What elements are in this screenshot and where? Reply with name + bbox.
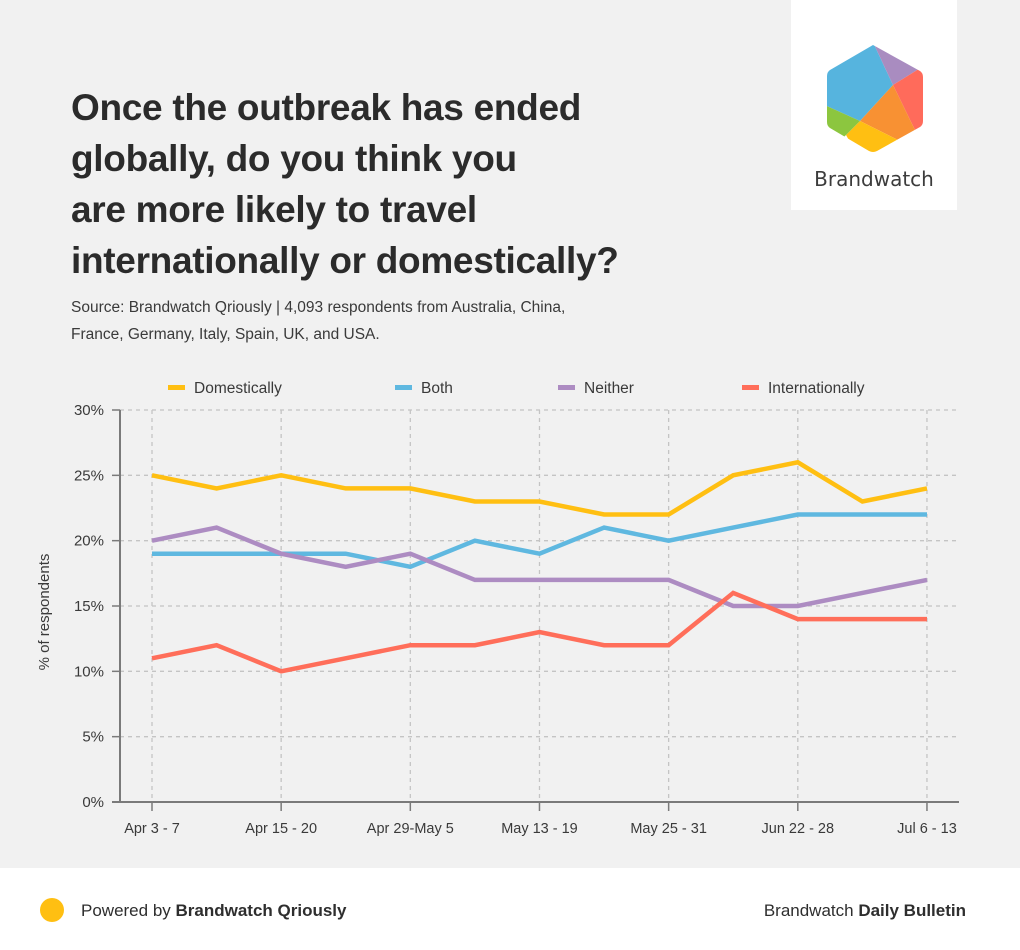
y-tick-label: 5% (82, 729, 104, 746)
y-tick-label: 25% (74, 467, 104, 484)
daily-bulletin: Brandwatch Daily Bulletin (764, 901, 966, 921)
y-axis-label: % of respondents (36, 554, 53, 671)
brandwatch-logo: Brandwatch (791, 0, 957, 210)
legend-item-internationally: Internationally (742, 380, 865, 397)
x-tick-label: May 25 - 31 (630, 821, 707, 837)
page-title: Once the outbreak has ended globally, do… (71, 82, 711, 286)
y-tick-label: 15% (74, 598, 104, 615)
y-tick-label: 10% (74, 663, 104, 680)
powered-by-prefix: Powered by (81, 901, 176, 920)
y-tick-label: 20% (74, 533, 104, 550)
bulletin-name: Daily Bulletin (858, 901, 966, 920)
legend-swatch (395, 385, 412, 390)
source-note: Source: Brandwatch Qriously | 4,093 resp… (71, 294, 631, 348)
y-tick-label: 0% (82, 794, 104, 811)
logo-wordmark: Brandwatch (814, 167, 934, 191)
x-tick-label: May 13 - 19 (501, 821, 578, 837)
title-line: Once the outbreak has ended (71, 87, 582, 128)
axes: 0% 5% 10% 15% 20% 25% 30% Apr 3 - 7 Apr 15 - 20 A… (74, 402, 959, 837)
footer: Powered by Brandwatch Qriously Brandwatc… (0, 868, 1020, 950)
legend-label: Internationally (768, 380, 865, 397)
brand-dot-icon (40, 898, 64, 922)
powered-by: Powered by Brandwatch Qriously (81, 901, 346, 921)
line-chart: 0% 5% 10% 15% 20% 25% 30% Apr 3 - 7 Apr 15 - 20 A… (36, 380, 959, 837)
legend-item-neither: Neither (558, 380, 634, 397)
legend-swatch (168, 385, 185, 390)
legend-label: Domestically (194, 380, 282, 397)
x-tick-label: Apr 3 - 7 (124, 821, 180, 837)
x-tick-label: Jun 22 - 28 (762, 821, 835, 837)
title-line: globally, do you think you (71, 138, 517, 179)
legend-swatch (742, 385, 759, 390)
x-tick-label: Apr 29-May 5 (367, 821, 454, 837)
x-tick-label: Jul 6 - 13 (897, 821, 957, 837)
legend-label: Both (421, 380, 453, 397)
legend-swatch (558, 385, 575, 390)
legend-item-domestically: Domestically (168, 380, 282, 397)
title-line: are more likely to travel (71, 189, 477, 230)
series-line-internationally (151, 590, 927, 674)
series-lines (151, 459, 928, 674)
source-line: France, Germany, Italy, Spain, UK, and U… (71, 326, 380, 343)
bulletin-prefix: Brandwatch (763, 901, 859, 920)
legend: Domestically Both Neither Internationally (168, 380, 865, 397)
legend-label: Neither (584, 380, 634, 397)
title-line: internationally or domestically? (71, 240, 619, 281)
x-tick-label: Apr 15 - 20 (245, 821, 317, 837)
powered-by-brand: Brandwatch Qriously (175, 901, 347, 920)
legend-item-both: Both (395, 380, 453, 397)
y-tick-label: 30% (74, 402, 104, 419)
brandwatch-hexagon-icon (827, 45, 923, 152)
gridlines (120, 409, 959, 802)
source-line: Source: Brandwatch Qriously | 4,093 resp… (71, 299, 566, 316)
series-line-domestically (151, 459, 928, 517)
logo-facet-orange (860, 85, 916, 140)
